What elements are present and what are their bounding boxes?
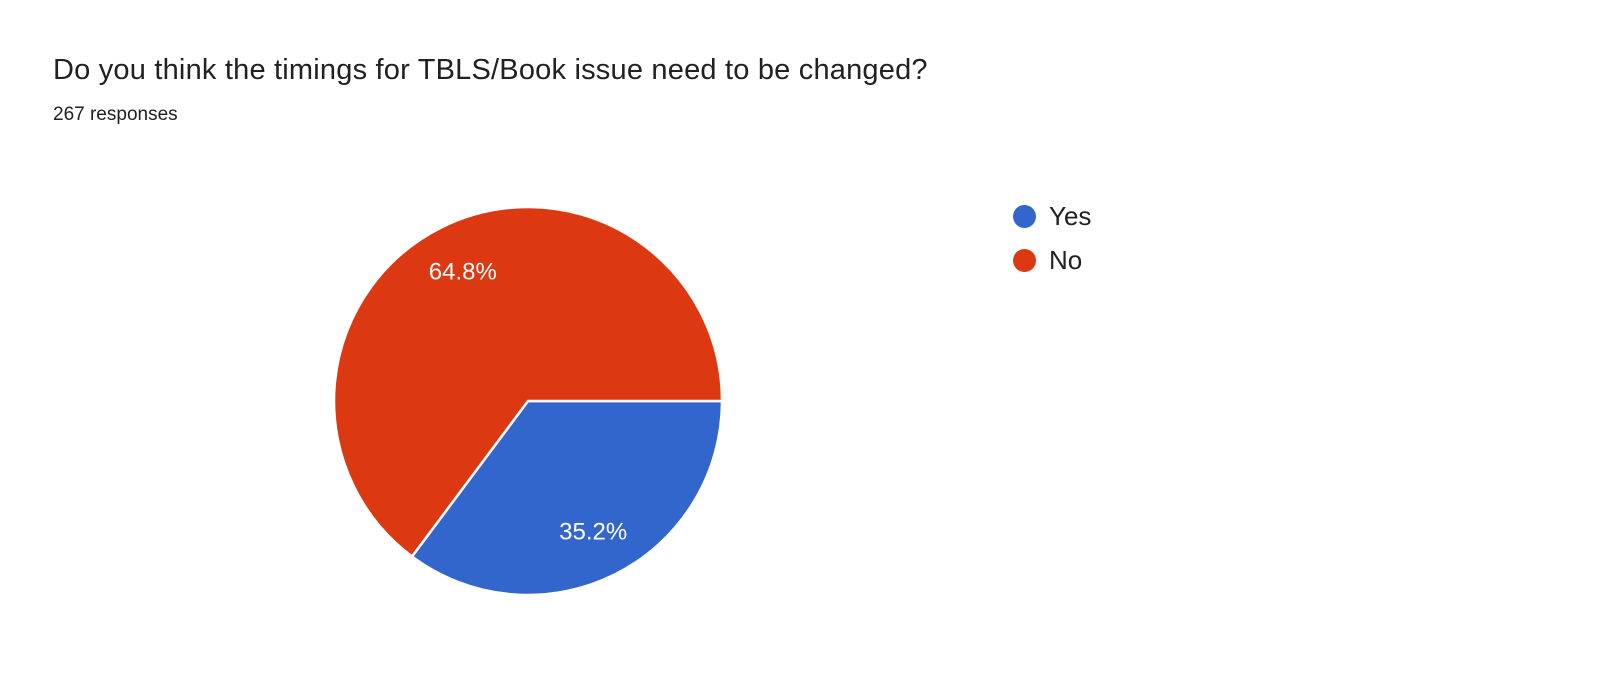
pie-slice-yes[interactable] [410,399,724,597]
question-title: Do you think the timings for TBLS/Book i… [53,54,928,86]
legend-label-yes: Yes [1049,201,1092,231]
legend: Yes No [1013,203,1091,273]
legend-item-yes: Yes [1013,203,1091,229]
legend-dot-yes [1013,204,1036,228]
legend-dot-no [1013,248,1036,272]
pie-chart: 35.2% 64.8% [332,205,724,597]
legend-label-no: No [1049,245,1083,275]
slice-label-no: 64.8% [429,258,497,285]
pie-slice-no[interactable] [332,205,724,558]
legend-item-no: No [1013,247,1091,273]
slice-label-yes: 35.2% [559,519,627,546]
responses-count: 267 responses [53,104,178,125]
